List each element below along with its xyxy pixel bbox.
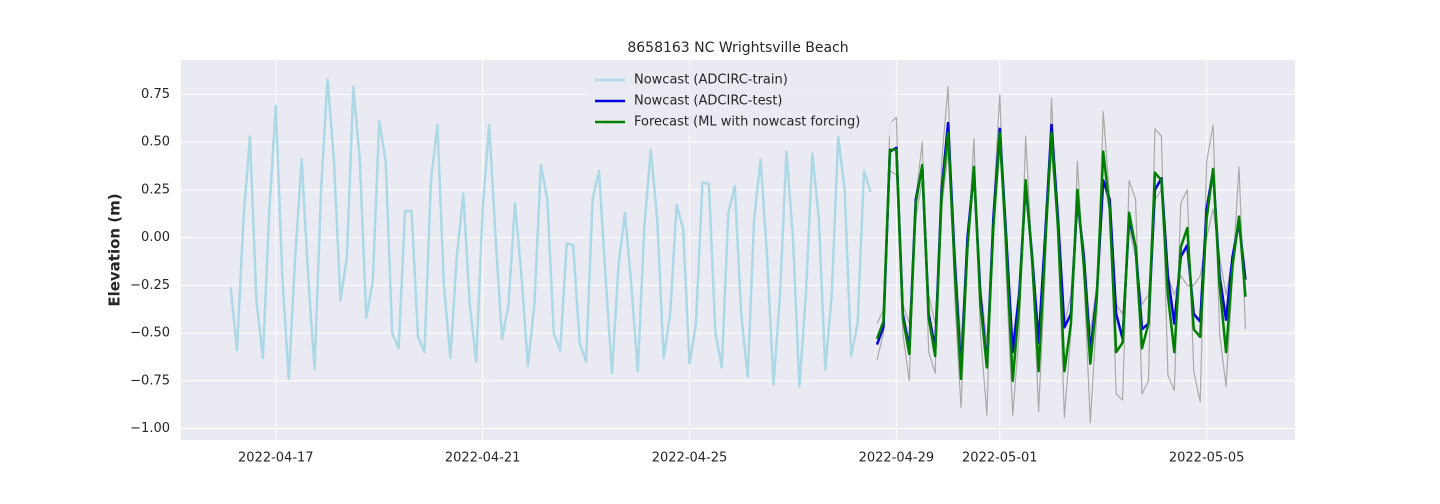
y-tick-label: 0.75: [141, 87, 170, 102]
y-tick-label: 0.00: [141, 230, 170, 245]
y-tick-label: −1.00: [130, 421, 170, 436]
y-tick-label: 0.25: [141, 182, 170, 197]
x-tick-label: 2022-04-25: [652, 451, 728, 466]
x-tick-label: 2022-04-29: [859, 451, 935, 466]
x-tick-label: 2022-04-21: [445, 451, 521, 466]
x-tick-label: 2022-04-17: [238, 451, 314, 466]
legend-label: Forecast (ML with nowcast forcing): [634, 115, 860, 130]
y-tick-label: −0.50: [130, 326, 170, 341]
y-tick-label: −0.75: [130, 373, 170, 388]
legend-label: Nowcast (ADCIRC-test): [634, 94, 783, 109]
x-tick-label: 2022-05-01: [962, 451, 1038, 466]
y-axis-label: Elevation (m): [106, 193, 124, 306]
legend-box: [587, 67, 892, 136]
y-tick-label: −0.25: [130, 278, 170, 293]
series-line: [229, 77, 872, 388]
legend-label: Nowcast (ADCIRC-train): [634, 73, 788, 88]
x-tick-label: 2022-05-05: [1169, 451, 1245, 466]
y-tick-label: 0.50: [141, 135, 170, 150]
chart-title: 8658163 NC Wrightsville Beach: [627, 40, 848, 56]
series-line: [875, 131, 1247, 383]
